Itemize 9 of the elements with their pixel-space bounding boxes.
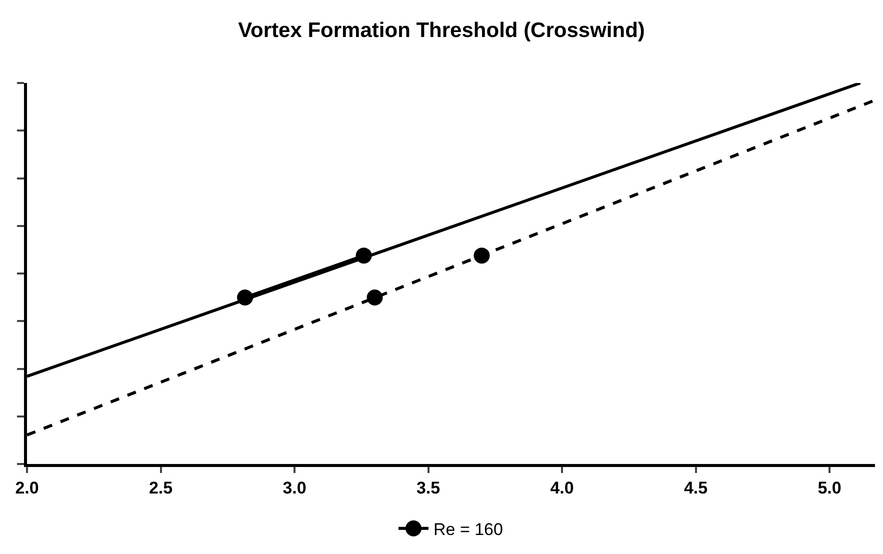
x-tick-label: 4.0 <box>550 478 574 498</box>
x-tick-label: 3.0 <box>282 478 306 498</box>
x-tick-label: 4.5 <box>684 478 708 498</box>
legend-label: Re = 160 <box>434 520 503 540</box>
x-tick-label: 2.0 <box>15 478 39 498</box>
chart-title: Vortex Formation Threshold (Crosswind) <box>238 18 645 42</box>
x-tick-label: 2.5 <box>148 478 173 498</box>
x-tick-label: 3.5 <box>416 478 440 498</box>
x-tick-label: 5.0 <box>818 478 842 498</box>
